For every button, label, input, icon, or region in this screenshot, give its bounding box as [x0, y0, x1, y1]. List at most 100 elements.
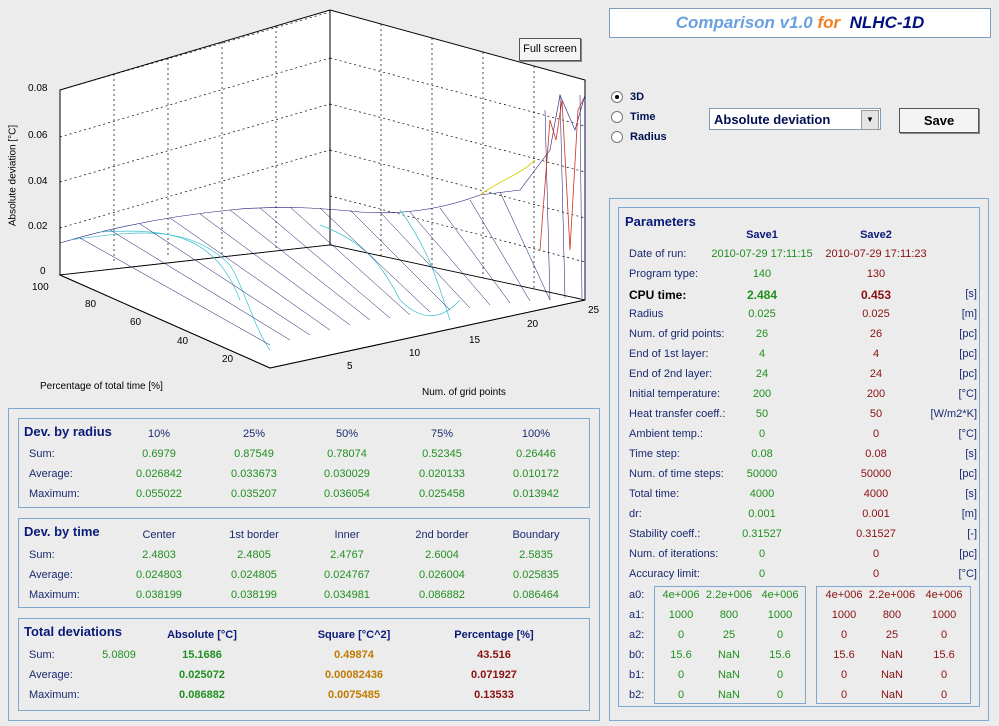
- statistics-frame: [8, 408, 600, 721]
- coeff-save1-value: 15.6: [670, 649, 692, 661]
- col-header: 2nd border: [415, 529, 469, 541]
- param-save2-value: 0.08: [865, 448, 887, 460]
- param-label: Num. of grid points:: [629, 328, 725, 340]
- param-unit: [s]: [965, 488, 977, 500]
- value-cell: 2.5835: [519, 549, 553, 561]
- value-cell: 2.4767: [330, 549, 364, 561]
- coeff-save1-value: 1000: [668, 609, 694, 621]
- param-label: End of 2nd layer:: [629, 368, 713, 380]
- coeff-save2-value: 25: [885, 629, 899, 641]
- col-header: 1st border: [229, 529, 279, 541]
- z-tick: 0.08: [28, 83, 48, 94]
- col-header: 25%: [242, 428, 266, 440]
- measure-select[interactable]: Absolute deviation ▼: [709, 108, 881, 130]
- save2-header: Save2: [860, 229, 892, 241]
- param-label: Radius: [629, 308, 664, 320]
- param-save2-value: 50000: [860, 468, 892, 480]
- value-cell: 0.87549: [234, 448, 274, 460]
- col-header: Center: [142, 529, 176, 541]
- coeff-save1-value: 0: [776, 629, 784, 641]
- col-header: 10%: [147, 428, 171, 440]
- param-label: dr:: [629, 508, 642, 520]
- value-cell: 0.025835: [513, 569, 559, 581]
- coeff-save2-value: 2.2e+006: [868, 589, 916, 601]
- coeff-save2-value: 0: [840, 689, 848, 701]
- param-save1-value: 200: [752, 388, 772, 400]
- row-label: Average:: [29, 669, 73, 681]
- param-save1-value: 26: [755, 328, 769, 340]
- full-screen-button[interactable]: Full screen: [519, 38, 581, 61]
- param-save1-value: 50: [755, 408, 769, 420]
- save-button[interactable]: Save: [899, 108, 979, 133]
- value-cell: 0.035207: [231, 488, 277, 500]
- coeff-save2-value: 800: [882, 609, 902, 621]
- coeff-save1-value: 4e+006: [662, 589, 700, 601]
- value-cell: 0.071927: [471, 669, 517, 681]
- param-unit: [W/m2*K]: [930, 408, 977, 420]
- coeff-save2-value: 0: [840, 629, 848, 641]
- save1-header: Save1: [746, 229, 778, 241]
- param-label: Ambient temp.:: [629, 428, 703, 440]
- param-label: Initial temperature:: [629, 388, 721, 400]
- col-header: Percentage [%]: [454, 629, 534, 641]
- value-cell: 0.025072: [179, 669, 225, 681]
- value-cell: 0.086882: [419, 589, 465, 601]
- chevron-down-icon[interactable]: ▼: [861, 110, 879, 130]
- param-save1-value: 0.025: [748, 308, 776, 320]
- radio-label: Time: [630, 111, 656, 123]
- radio-time[interactable]: Time: [611, 111, 655, 123]
- coeff-save1-value: 25: [722, 629, 736, 641]
- parameters-panel: Parameters Save1 Save2 Date of run: 2010-…: [618, 207, 980, 707]
- value-cell: 0.086464: [513, 589, 559, 601]
- z-tick: 0.02: [28, 221, 48, 232]
- value-cell: 43.516: [477, 649, 511, 661]
- z-tick: 0: [40, 266, 46, 277]
- row-label: Maximum:: [29, 488, 80, 500]
- coeff-label: b2:: [629, 689, 645, 701]
- value-cell: 0.086882: [179, 689, 225, 701]
- deviation-3d-plot[interactable]: [0, 0, 600, 405]
- param-label: Accuracy limit:: [629, 568, 700, 580]
- value-cell: 0.00082436: [324, 669, 384, 681]
- row-label: Sum:: [29, 448, 55, 460]
- radio-dot-icon: [611, 131, 623, 143]
- param-unit: [m]: [961, 308, 977, 320]
- coeff-save2-value: NaN: [880, 689, 903, 701]
- x-tick: 20: [527, 319, 539, 330]
- coeff-save2-value: 15.6: [933, 649, 955, 661]
- param-save2-value: 0: [872, 428, 880, 440]
- col-header: 75%: [430, 428, 454, 440]
- total-deviations-panel: Total deviations Absolute [°C] Square [°…: [18, 618, 590, 711]
- param-save2-value: 0: [872, 568, 880, 580]
- param-save2-value: 50: [869, 408, 883, 420]
- value-cell: 0.026004: [419, 569, 465, 581]
- app-title-name: Comparison v1.0: [675, 13, 813, 32]
- coeff-save1-value: 800: [719, 609, 739, 621]
- coeff-save2-value: 15.6: [833, 649, 855, 661]
- value-cell: 0.036054: [324, 488, 370, 500]
- coeff-save2-value: 4e+006: [825, 589, 863, 601]
- coeff-label: b1:: [629, 669, 645, 681]
- param-save1-value: 4000: [749, 488, 775, 500]
- row-label: Sum:: [29, 549, 55, 561]
- parameters-title: Parameters: [625, 214, 696, 229]
- sum-extra-value: 5.0809: [102, 649, 136, 661]
- param-save2-value: 0: [872, 548, 880, 560]
- radio-label: Radius: [630, 131, 667, 143]
- radio-3d[interactable]: 3D: [611, 91, 644, 103]
- param-save1-value: 2010-07-29 17:11:15: [711, 248, 813, 260]
- app-title-target: NLHC-1D: [849, 13, 925, 32]
- radio-radius[interactable]: Radius: [611, 131, 667, 143]
- x-tick: 25: [588, 305, 600, 316]
- coeff-save2-value: 0: [940, 689, 948, 701]
- value-cell: 0.026842: [136, 468, 182, 480]
- param-unit: [°C]: [958, 568, 977, 580]
- coeff-label: a0:: [629, 589, 645, 601]
- radio-label: 3D: [630, 91, 645, 103]
- col-header: Inner: [334, 529, 360, 541]
- value-cell: 0.6979: [142, 448, 176, 460]
- y-axis-label: Percentage of total time [%]: [40, 381, 163, 392]
- row-label: Sum:: [29, 649, 55, 661]
- param-save2-value: 26: [869, 328, 883, 340]
- value-cell: 0.0075485: [328, 689, 380, 701]
